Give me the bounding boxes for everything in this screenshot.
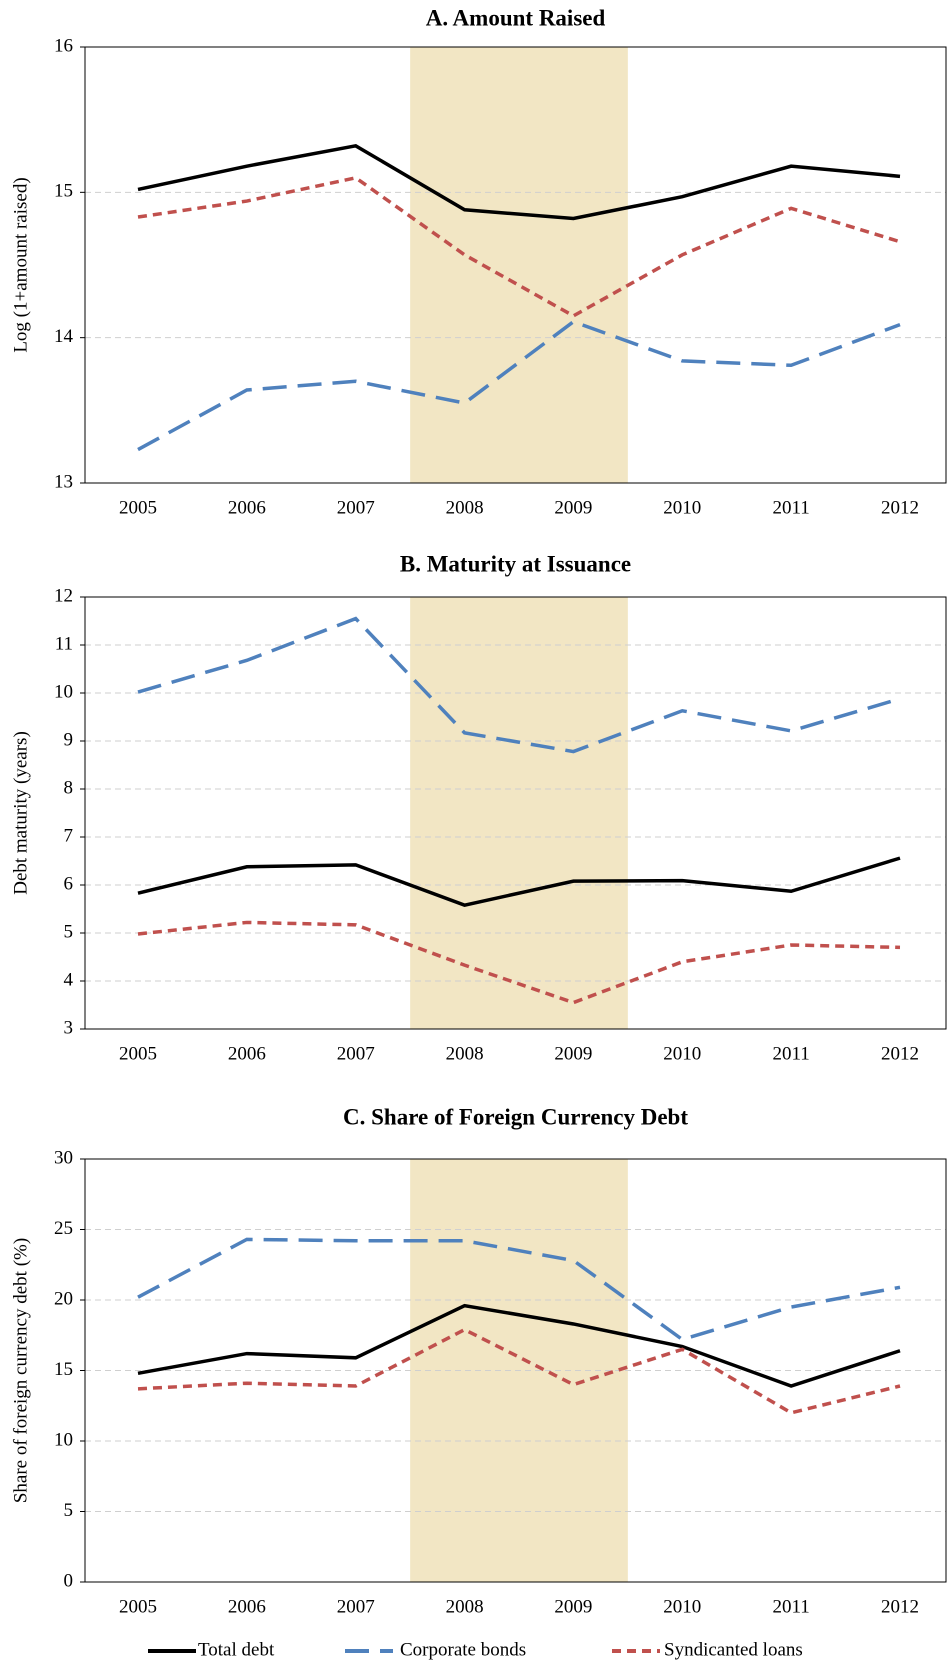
- legend-label: Total debt: [198, 1639, 275, 1660]
- y-tick-label: 7: [64, 825, 74, 846]
- x-tick-label: 2005: [119, 1596, 157, 1617]
- y-tick-label: 6: [64, 873, 74, 894]
- x-tick-label: 2012: [881, 1596, 919, 1617]
- y-tick-label: 15: [54, 181, 73, 202]
- plot-frame: [84, 46, 947, 484]
- shaded-period: [410, 597, 628, 1029]
- series-line: [137, 143, 901, 221]
- x-tick-label: 2008: [446, 497, 484, 518]
- x-tick-label: 2006: [228, 1043, 266, 1064]
- x-tick-label: 2008: [446, 1596, 484, 1617]
- series-line: [137, 1303, 901, 1388]
- x-tick-label: 2011: [772, 1043, 809, 1064]
- x-tick-label: 2010: [663, 497, 701, 518]
- y-tick-label: 15: [54, 1359, 73, 1380]
- series-line: [137, 175, 901, 318]
- y-tick-label: 4: [64, 969, 74, 990]
- x-tick-label: 2006: [228, 497, 266, 518]
- series-line: [137, 1237, 901, 1342]
- legend-label: Syndicanted loans: [664, 1639, 803, 1660]
- y-tick-label: 9: [64, 729, 74, 750]
- series-line: [137, 616, 901, 754]
- y-tick-label: 30: [54, 1147, 73, 1168]
- y-axis-label: Debt maturity (years): [10, 731, 31, 895]
- x-tick-label: 2008: [446, 1043, 484, 1064]
- x-tick-label: 2012: [881, 497, 919, 518]
- y-tick-label: 20: [54, 1288, 73, 1309]
- x-tick-label: 2009: [554, 1043, 592, 1064]
- x-tick-label: 2007: [337, 497, 375, 518]
- x-tick-label: 2010: [663, 1596, 701, 1617]
- plot-frame: [84, 596, 947, 1030]
- series-line: [137, 920, 901, 1005]
- y-tick-label: 10: [54, 1429, 73, 1450]
- chart-title: C. Share of Foreign Currency Debt: [343, 1104, 688, 1129]
- x-tick-label: 2005: [119, 1043, 157, 1064]
- y-tick-label: 12: [54, 585, 73, 606]
- y-tick-label: 3: [64, 1017, 74, 1038]
- shaded-period: [410, 47, 628, 483]
- x-tick-label: 2007: [337, 1043, 375, 1064]
- y-tick-label: 0: [64, 1570, 74, 1591]
- series-line: [137, 319, 901, 452]
- y-tick-label: 10: [54, 681, 73, 702]
- y-tick-label: 25: [54, 1218, 73, 1239]
- y-tick-label: 14: [54, 326, 74, 347]
- y-axis-label: Log (1+amount raised): [10, 177, 31, 352]
- x-tick-label: 2012: [881, 1043, 919, 1064]
- series-line: [137, 856, 901, 907]
- series-line: [137, 1327, 901, 1415]
- y-tick-label: 8: [64, 777, 74, 798]
- x-tick-label: 2006: [228, 1596, 266, 1617]
- x-tick-label: 2010: [663, 1043, 701, 1064]
- x-tick-label: 2011: [772, 497, 809, 518]
- y-tick-label: 11: [55, 633, 73, 654]
- y-axis-label: Share of foreign currency debt (%): [10, 1238, 31, 1503]
- x-tick-label: 2005: [119, 497, 157, 518]
- chart-title: A. Amount Raised: [426, 5, 606, 30]
- y-tick-label: 16: [54, 35, 73, 56]
- x-tick-label: 2007: [337, 1596, 375, 1617]
- chart-title: B. Maturity at Issuance: [400, 551, 631, 576]
- x-tick-label: 2011: [772, 1596, 809, 1617]
- y-tick-label: 5: [64, 1500, 74, 1521]
- legend-label: Corporate bonds: [400, 1639, 526, 1660]
- plot-frame: [84, 1158, 947, 1583]
- x-tick-label: 2009: [554, 497, 592, 518]
- y-tick-label: 13: [54, 471, 73, 492]
- y-tick-label: 5: [64, 921, 74, 942]
- x-tick-label: 2009: [554, 1596, 592, 1617]
